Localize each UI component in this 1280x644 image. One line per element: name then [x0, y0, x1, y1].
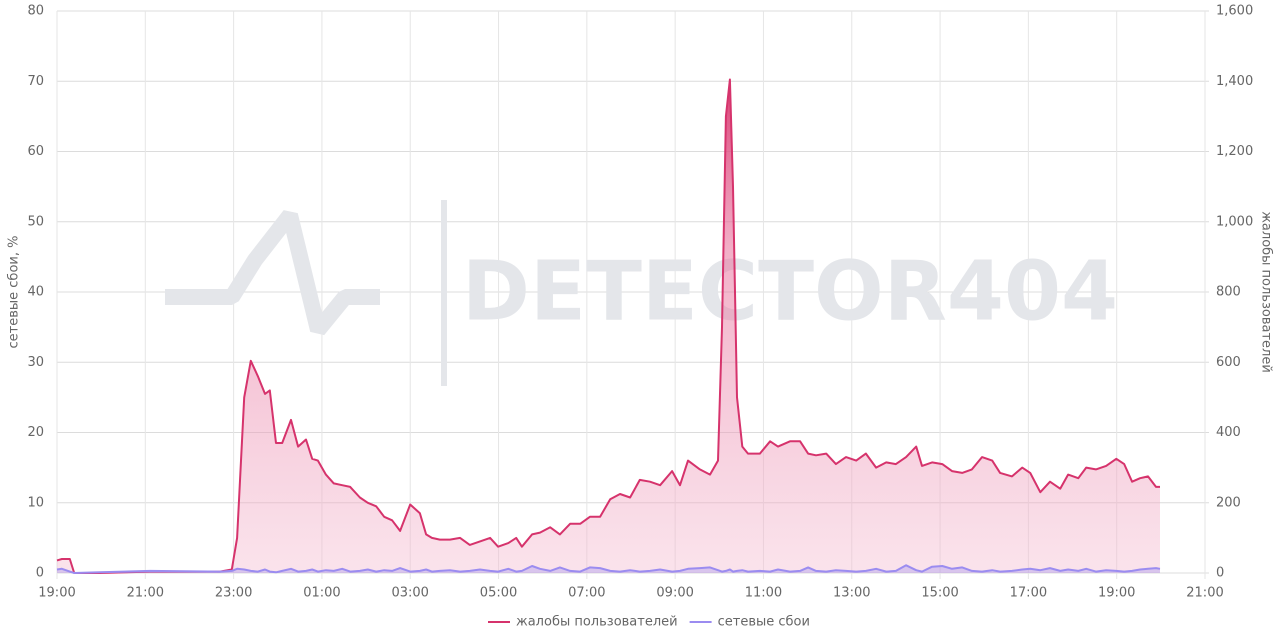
x-tick-label: 21:00	[1186, 586, 1223, 601]
x-tick-label: 05:00	[480, 586, 517, 601]
x-tick-label: 23:00	[215, 586, 252, 601]
area-fill	[57, 79, 1160, 573]
x-tick-label: 13:00	[833, 586, 870, 601]
y-axis-title: сетевые сбои, %	[7, 236, 22, 349]
y-tick-label: 30	[27, 355, 44, 370]
y-tick-label: 50	[27, 214, 44, 229]
legend: жалобы пользователей сетевые сбои	[488, 615, 810, 630]
y-tick-label: 60	[27, 144, 44, 159]
y-tick-label: 20	[27, 425, 44, 440]
y2-tick-label: 400	[1216, 425, 1241, 440]
y2-tick-label: 600	[1216, 355, 1241, 370]
watermark: DETECTOR404	[462, 244, 1118, 339]
y-tick-label: 80	[27, 4, 44, 19]
x-tick-label: 21:00	[127, 586, 164, 601]
x-tick-label: 17:00	[1010, 586, 1047, 601]
y-tick-label: 10	[27, 495, 44, 510]
y2-tick-label: 800	[1216, 285, 1241, 300]
y-tick-label: 0	[36, 566, 44, 581]
y2-tick-label: 200	[1216, 495, 1241, 510]
series-line	[56, 78, 1160, 574]
plot-area	[56, 78, 1161, 574]
x-tick-label: 03:00	[391, 586, 428, 601]
x-tick-label: 01:00	[303, 586, 340, 601]
y2-tick-label: 1,000	[1216, 214, 1253, 229]
y-tick-label: 70	[27, 74, 44, 89]
y-tick-label: 40	[27, 285, 44, 300]
x-tick-label: 19:00	[1098, 586, 1135, 601]
watermark-logo	[165, 200, 447, 386]
legend-label: жалобы пользователей	[516, 615, 678, 630]
x-tick-label: 15:00	[921, 586, 958, 601]
y2-tick-label: 1,200	[1216, 144, 1253, 159]
y2-tick-label: 1,600	[1216, 4, 1253, 19]
y2-tick-label: 0	[1216, 566, 1224, 581]
y2-axis-title: жалобы пользователей	[1259, 211, 1274, 373]
series-line	[56, 564, 1161, 574]
x-tick-label: 11:00	[745, 586, 782, 601]
legend-label: сетевые сбои	[718, 615, 810, 630]
y2-tick-label: 1,400	[1216, 74, 1253, 89]
x-tick-label: 19:00	[38, 586, 75, 601]
x-tick-label: 07:00	[568, 586, 605, 601]
x-tick-label: 09:00	[656, 586, 693, 601]
